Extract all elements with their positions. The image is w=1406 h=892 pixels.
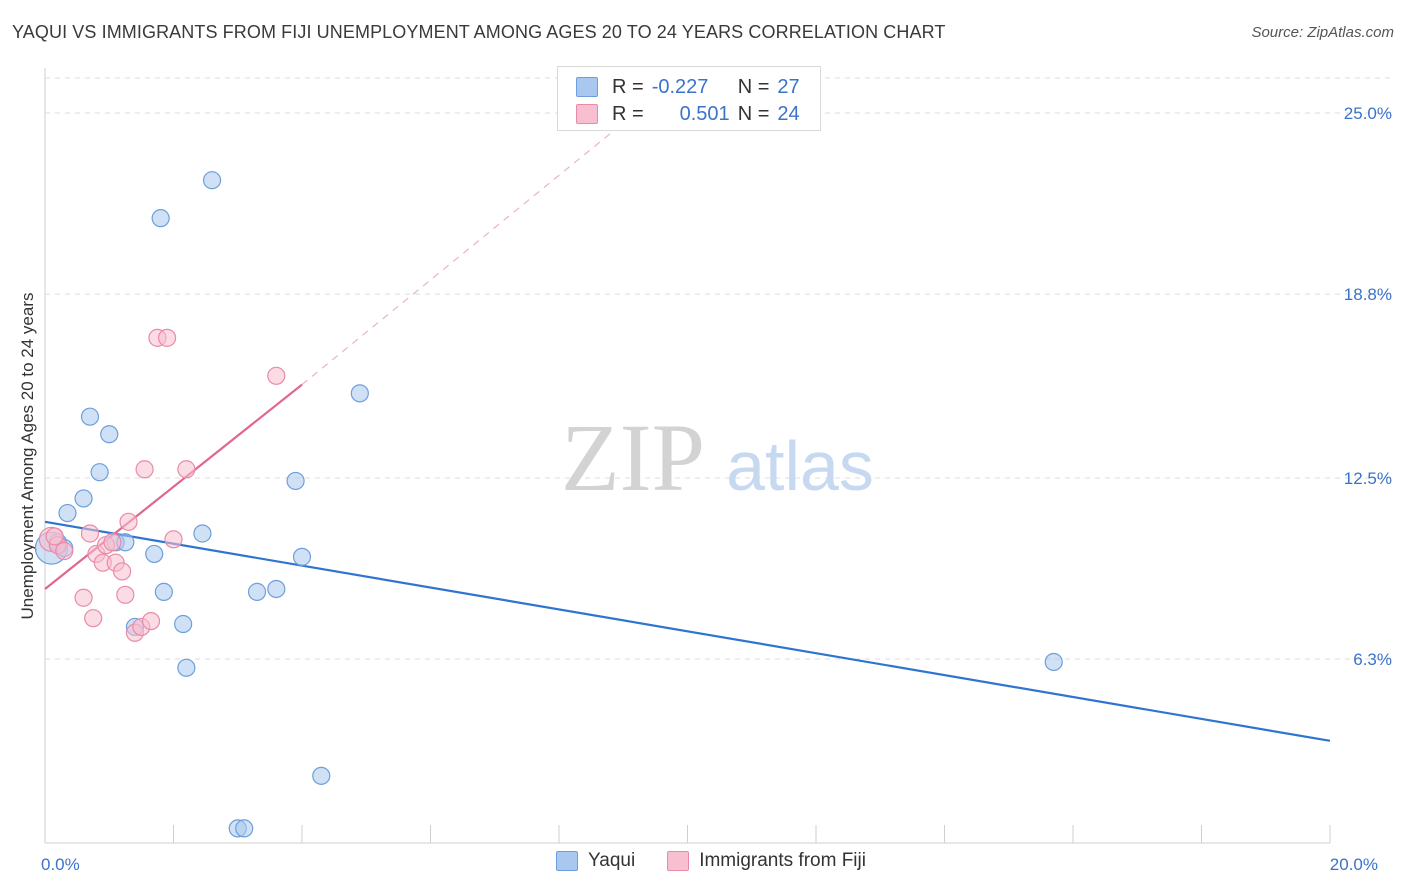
legend-item-yaqui[interactable]: Yaqui <box>556 850 635 872</box>
chart-title: YAQUI VS IMMIGRANTS FROM FIJI UNEMPLOYME… <box>12 22 946 42</box>
x-tick-label: 0.0% <box>41 855 80 874</box>
yaqui-point <box>174 614 193 634</box>
r-value-fiji: 0.501 <box>679 102 730 125</box>
yaqui-point <box>154 582 173 601</box>
axes <box>44 68 1331 844</box>
legend-row-fiji: R = 0.501 N = 24 <box>576 100 800 128</box>
legend-item-fiji[interactable]: Immigrants from Fiji <box>667 850 866 872</box>
fiji-point <box>141 611 161 631</box>
fiji-point <box>164 530 183 549</box>
yaqui-point <box>267 579 286 599</box>
fiji-point <box>103 533 122 552</box>
yaqui-point <box>1044 652 1063 672</box>
source-label: Source: ZipAtlas.com <box>1251 24 1394 41</box>
yaqui-point <box>235 819 254 838</box>
r-label: R = <box>612 102 644 125</box>
gridlines <box>45 77 1392 660</box>
yaqui-point <box>74 489 93 508</box>
yaqui-point <box>202 171 222 190</box>
fiji-point <box>116 585 135 604</box>
watermark-atlas: atlas <box>726 427 874 505</box>
yaqui-swatch <box>556 851 578 871</box>
fiji-point <box>135 460 154 479</box>
fiji-point <box>112 562 132 581</box>
correlation-legend: R = -0.227 N = 27 R = 0.501 N = 24 <box>557 66 821 131</box>
fiji-point <box>177 460 196 479</box>
tick-labels: 6.3% 12.5% 18.8% 25.0% 0.0% 20.0% <box>41 104 1392 874</box>
y-tick-label: 25.0% <box>1344 104 1392 123</box>
fiji-point <box>45 527 64 546</box>
fiji-swatch <box>576 104 598 124</box>
yaqui-point <box>151 209 170 228</box>
x-tick-label: 20.0% <box>1330 855 1378 874</box>
n-label: N = <box>737 75 770 98</box>
n-value-fiji: 24 <box>777 102 800 125</box>
r-label: R = <box>612 75 644 98</box>
yaqui-point <box>80 407 100 426</box>
legend-label-fiji: Immigrants from Fiji <box>699 850 866 871</box>
fiji-point <box>267 366 286 385</box>
fiji-point <box>84 609 103 628</box>
r-value-yaqui: -0.227 <box>651 75 709 98</box>
n-label: N = <box>737 102 770 125</box>
legend-label-yaqui: Yaqui <box>588 850 636 871</box>
y-tick-label: 18.8% <box>1344 285 1392 304</box>
y-tick-label: 12.5% <box>1344 469 1392 488</box>
data-points <box>34 171 1063 838</box>
fiji-point <box>157 328 177 347</box>
legend-row-yaqui: R = -0.227 N = 27 <box>576 73 800 101</box>
yaqui-point <box>58 503 77 523</box>
y-tick-label: 6.3% <box>1353 650 1392 669</box>
series-legend: Yaqui Immigrants from Fiji <box>556 850 898 872</box>
fiji-point <box>74 588 93 607</box>
yaqui-point <box>312 766 331 785</box>
fiji-point <box>80 524 100 543</box>
yaqui-point <box>145 544 164 564</box>
yaqui-point <box>90 463 109 482</box>
yaqui-point <box>350 384 369 403</box>
watermark-zip: ZIP <box>561 404 705 511</box>
fiji-point <box>119 512 138 531</box>
yaqui-point <box>247 582 267 601</box>
fiji-swatch <box>667 851 690 871</box>
yaqui-point <box>193 524 212 543</box>
yaqui-point <box>100 425 119 444</box>
fiji-point <box>55 541 74 561</box>
yaqui-point <box>286 471 305 491</box>
yaqui-point <box>292 547 312 566</box>
yaqui-trend-line <box>44 520 1331 742</box>
n-value-yaqui: 27 <box>777 75 800 98</box>
fiji-trend-extension <box>301 133 611 386</box>
yaqui-swatch <box>576 77 598 97</box>
watermark: ZIP atlas <box>561 404 874 511</box>
yaqui-point <box>177 658 196 677</box>
